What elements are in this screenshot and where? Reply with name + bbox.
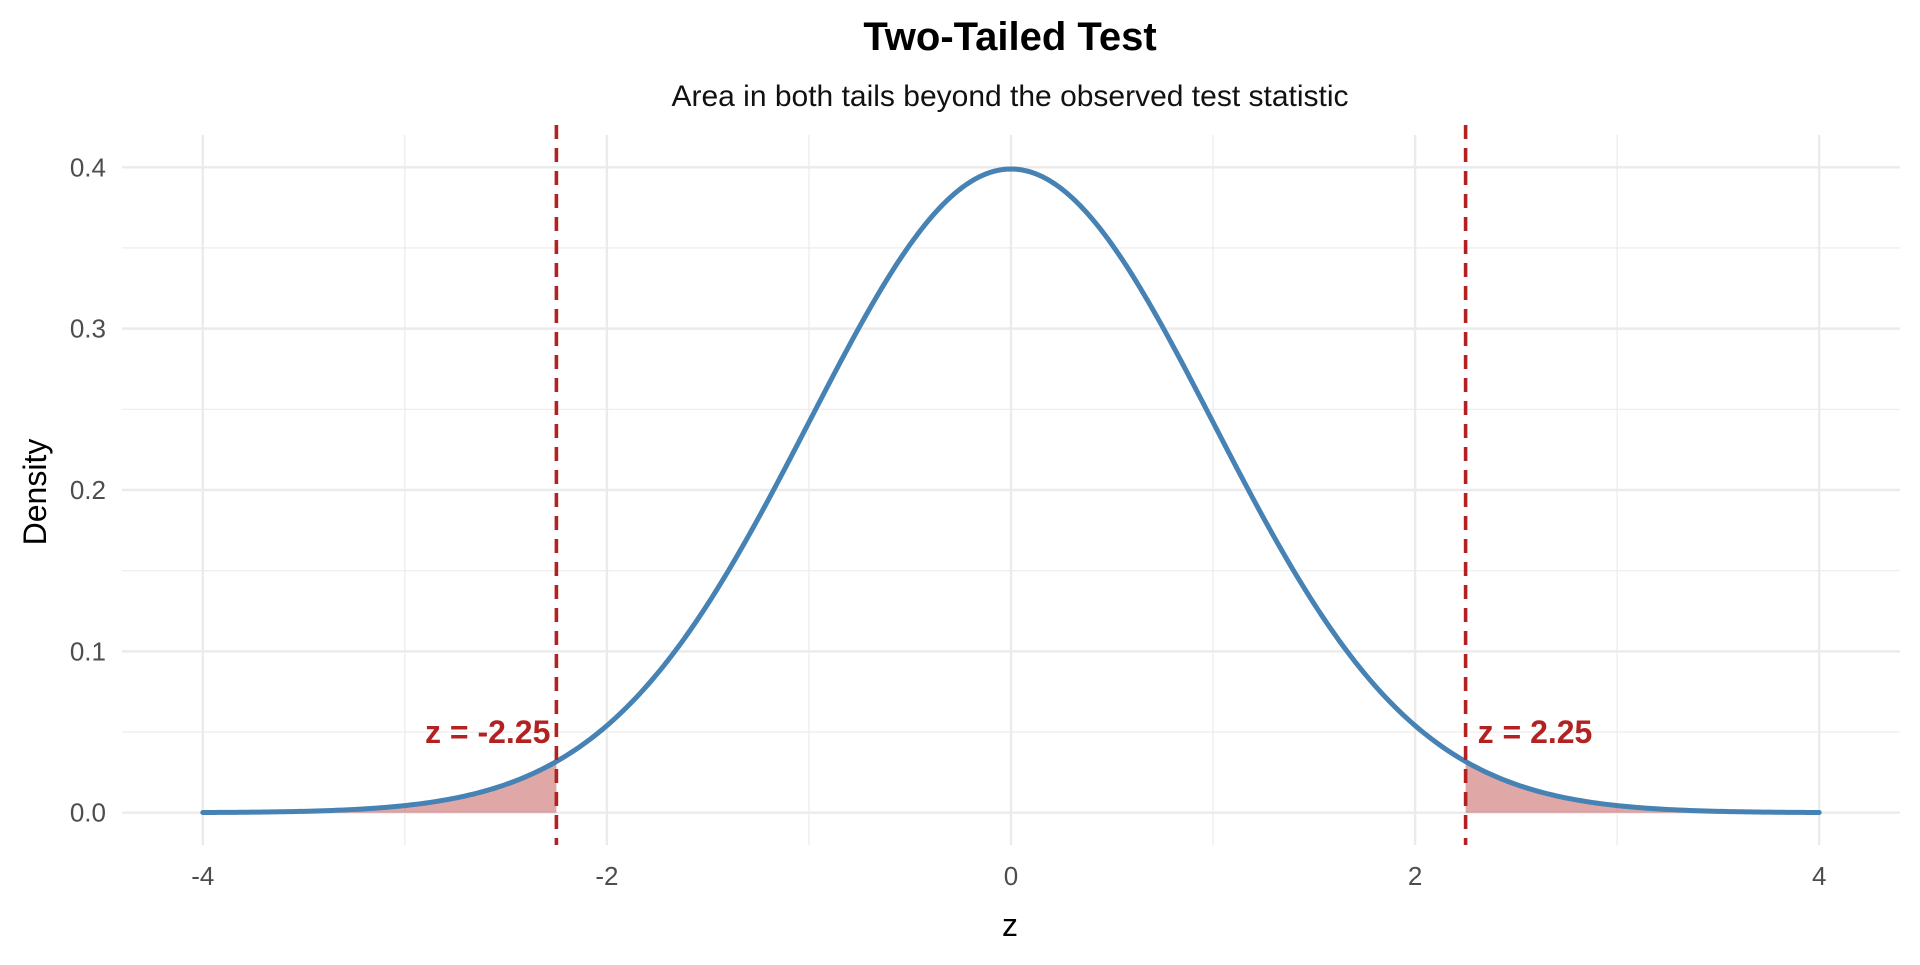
x-tick-label: -2 [595, 861, 618, 891]
y-tick-label: 0.0 [70, 798, 106, 828]
x-tick-label: 4 [1812, 861, 1826, 891]
y-axis-title: Density [17, 439, 53, 546]
density-curve [200, 166, 1822, 816]
right-critical-label: z = 2.25 [1478, 714, 1593, 750]
left-tail-shaded-area [202, 761, 557, 813]
y-tick-label: 0.3 [70, 314, 106, 344]
axis-tick-labels: -4 -2 0 2 4 0.0 0.1 0.2 0.3 0.4 [70, 152, 1827, 891]
left-critical-label: z = -2.25 [425, 714, 550, 750]
critical-value-lines [554, 125, 1468, 845]
major-gridlines [122, 135, 1900, 845]
y-tick-label: 0.4 [70, 152, 106, 182]
chart-title: Two-Tailed Test [863, 15, 1156, 59]
x-axis-title: z [1002, 907, 1018, 943]
x-tick-label: 0 [1004, 861, 1018, 891]
critical-value-annotations: z = -2.25 z = 2.25 [425, 714, 1592, 750]
shaded-tail-regions [202, 761, 1820, 813]
chart-subtitle: Area in both tails beyond the observed t… [671, 80, 1348, 113]
x-tick-label: 2 [1408, 861, 1422, 891]
right-tail-shaded-area [1465, 761, 1820, 813]
y-tick-label: 0.2 [70, 475, 106, 505]
x-tick-label: -4 [191, 861, 214, 891]
density-curve-layer [200, 166, 1822, 816]
y-tick-label: 0.1 [70, 636, 106, 666]
